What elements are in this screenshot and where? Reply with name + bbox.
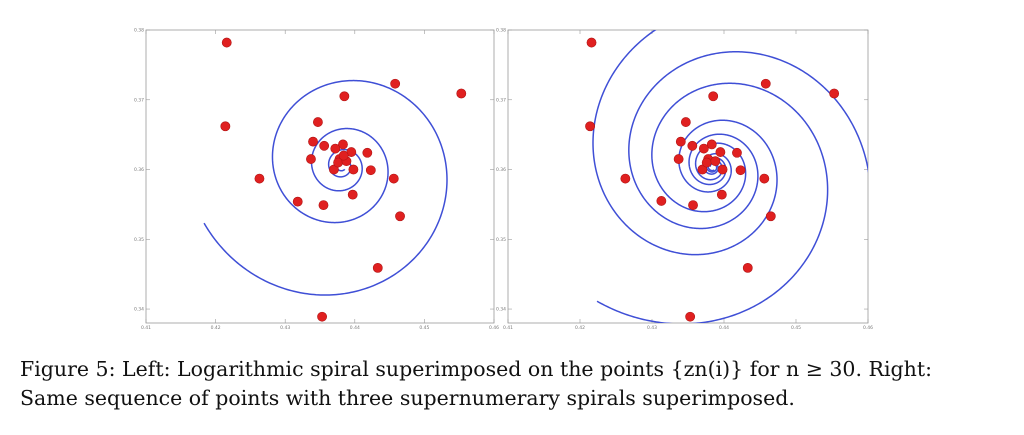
data-point [308, 136, 318, 147]
caption-line-1: Figure 5: Left: Logarithmic spiral super… [20, 357, 932, 381]
data-point [395, 211, 405, 222]
y-tick-label: 0.34 [134, 307, 144, 313]
data-point [717, 164, 728, 175]
data-point [318, 200, 329, 211]
x-tick-label: 0.42 [575, 325, 585, 331]
data-point [338, 139, 348, 150]
data-point [697, 164, 708, 175]
spiral-plot-right: 0.41 0.42 0.43 0.44 0.45 0.46 0.34 0.35 0.36 0.37… [496, 28, 873, 332]
data-point [313, 117, 323, 127]
data-point [292, 196, 303, 207]
data-point [716, 189, 727, 200]
data-point [372, 262, 383, 273]
x-tick-label: 0.44 [350, 325, 360, 331]
data-point [680, 117, 691, 127]
data-point [254, 173, 265, 184]
y-tick-label: 0.36 [134, 167, 144, 173]
data-point [759, 173, 770, 184]
data-point [735, 165, 746, 176]
data-point [456, 88, 467, 99]
data-point [390, 78, 401, 89]
data-point [365, 165, 376, 176]
data-point [317, 311, 327, 322]
data-point [347, 189, 358, 200]
data-point [656, 196, 667, 206]
data-point [221, 37, 232, 48]
data-point [330, 143, 341, 154]
data-point [706, 139, 717, 150]
data-point [362, 147, 373, 158]
x-tick-label: 0.41 [141, 325, 151, 331]
plot-frame [507, 29, 869, 324]
data-point [319, 140, 330, 151]
data-point [306, 154, 316, 164]
data-point [339, 91, 350, 102]
x-tick-label: 0.43 [647, 325, 657, 331]
data-point [760, 78, 771, 89]
x-tick-label: 0.41 [503, 325, 513, 331]
data-point [765, 211, 776, 222]
data-point [338, 150, 349, 161]
y-tick-label: 0.36 [496, 167, 506, 173]
data-point [685, 311, 696, 322]
caption-line-2: Same sequence of points with three super… [20, 386, 795, 410]
data-point [620, 173, 631, 184]
y-tick-label: 0.38 [134, 28, 144, 34]
data-point [701, 157, 712, 168]
data-point [585, 121, 595, 132]
data-point [688, 200, 698, 211]
data-point [708, 91, 719, 102]
data-point [687, 140, 698, 151]
data-point [698, 143, 709, 154]
y-tick-label: 0.37 [134, 97, 144, 103]
data-point [715, 147, 726, 157]
y-tick-label: 0.38 [496, 28, 506, 34]
data-point [586, 37, 597, 48]
data-point [220, 121, 231, 132]
y-tick-label: 0.35 [496, 237, 506, 243]
plot-frame [145, 29, 495, 324]
data-point [742, 262, 753, 273]
y-tick-label: 0.37 [496, 97, 506, 103]
data-point [732, 147, 742, 158]
data-point [675, 136, 686, 147]
x-tick-label: 0.42 [211, 325, 221, 331]
data-point [348, 164, 359, 175]
x-tick-label: 0.44 [719, 325, 729, 331]
x-tick-label: 0.45 [419, 325, 429, 331]
data-point [710, 156, 721, 167]
x-tick-label: 0.46 [489, 325, 499, 331]
y-tick-label: 0.34 [496, 307, 506, 313]
y-tick-label: 0.35 [134, 237, 144, 243]
x-tick-label: 0.45 [791, 325, 801, 331]
spiral-curve-3 [628, 50, 868, 230]
data-point [829, 88, 840, 99]
data-point [388, 173, 399, 184]
figure-caption: Figure 5: Left: Logarithmic spiral super… [20, 355, 1010, 413]
x-tick-label: 0.46 [863, 325, 873, 331]
x-tick-label: 0.43 [280, 325, 290, 331]
data-point [673, 154, 684, 164]
spiral-plot-left: 0.41 0.42 0.43 0.44 0.45 0.46 0.34 0.35 0.36 0.37… [134, 28, 499, 332]
